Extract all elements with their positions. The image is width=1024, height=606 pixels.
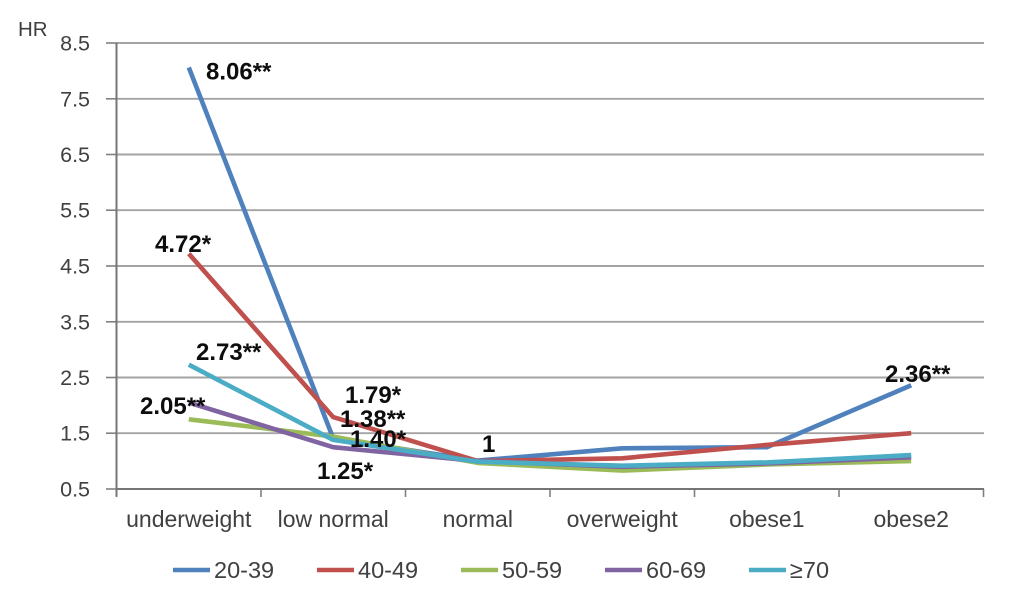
svg-text:overweight: overweight — [567, 506, 679, 532]
svg-text:1.25*: 1.25* — [317, 458, 374, 485]
svg-text:50-59: 50-59 — [502, 557, 562, 583]
svg-text:HR: HR — [18, 18, 48, 41]
svg-text:3.5: 3.5 — [60, 310, 90, 334]
svg-text:60-69: 60-69 — [646, 557, 706, 583]
svg-text:8.06**: 8.06** — [206, 59, 272, 86]
svg-text:4.72*: 4.72* — [155, 231, 212, 258]
svg-text:obese1: obese1 — [729, 506, 804, 532]
svg-text:1.79*: 1.79* — [345, 382, 402, 409]
svg-text:underweight: underweight — [126, 506, 252, 532]
svg-text:low normal: low normal — [278, 506, 389, 532]
svg-text:6.5: 6.5 — [60, 143, 90, 167]
svg-text:4.5: 4.5 — [60, 255, 90, 279]
svg-text:2.36**: 2.36** — [885, 361, 951, 388]
svg-text:1.40*: 1.40* — [350, 426, 407, 453]
svg-text:normal: normal — [443, 506, 513, 532]
svg-text:2.73**: 2.73** — [196, 339, 262, 366]
svg-text:≥70: ≥70 — [790, 557, 829, 583]
svg-text:1.38**: 1.38** — [340, 406, 406, 433]
svg-text:20-39: 20-39 — [214, 557, 274, 583]
svg-text:0.5: 0.5 — [60, 478, 90, 502]
svg-text:7.5: 7.5 — [60, 87, 90, 111]
svg-text:2.5: 2.5 — [60, 366, 90, 390]
svg-text:obese2: obese2 — [873, 506, 948, 532]
svg-text:1: 1 — [482, 431, 495, 458]
svg-text:40-49: 40-49 — [358, 557, 418, 583]
svg-text:1.5: 1.5 — [60, 422, 90, 446]
svg-text:5.5: 5.5 — [60, 199, 90, 223]
svg-text:2.05**: 2.05** — [140, 393, 206, 420]
svg-text:8.5: 8.5 — [60, 32, 90, 56]
